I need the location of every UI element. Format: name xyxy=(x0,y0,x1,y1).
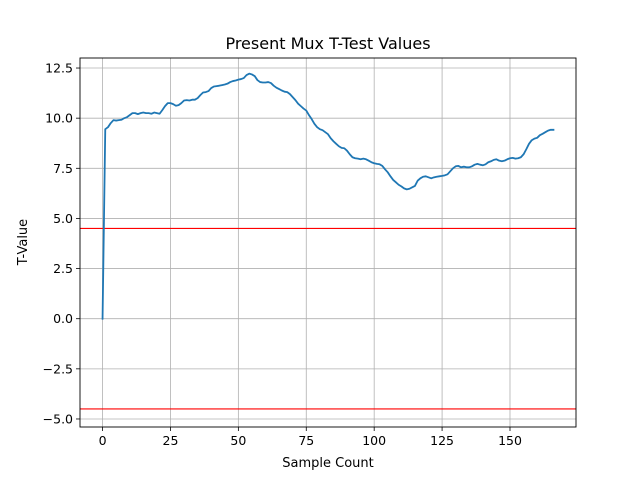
x-tick-label: 150 xyxy=(498,433,522,448)
series-lines xyxy=(101,72,555,320)
x-tick-label: 75 xyxy=(298,433,314,448)
x-tick-label: 0 xyxy=(99,433,107,448)
y-tick-label: −2.5 xyxy=(43,361,73,376)
y-tick-label: 10.0 xyxy=(45,111,73,126)
y-axis-ticks: −5.0 −2.5 0.0 2.5 5.0 7.5 10.0 12.5 xyxy=(43,61,80,426)
chart-title: Present Mux T-Test Values xyxy=(225,34,430,53)
y-tick-label: 0.0 xyxy=(53,311,73,326)
y-tick-label: 7.5 xyxy=(53,161,73,176)
y-tick-label: −5.0 xyxy=(43,411,73,426)
t-value-series-line xyxy=(101,72,555,320)
y-tick-label: 5.0 xyxy=(53,211,73,226)
y-tick-label: 12.5 xyxy=(45,61,73,76)
plot-area-background xyxy=(80,58,576,427)
threshold-lines xyxy=(80,227,576,410)
x-tick-label: 25 xyxy=(163,433,179,448)
x-axis-label: Sample Count xyxy=(282,456,373,471)
x-tick-label: 125 xyxy=(430,433,454,448)
x-axis-ticks: 0 25 50 75 100 125 150 xyxy=(99,427,522,448)
x-tick-label: 100 xyxy=(362,433,386,448)
plot-area-frame xyxy=(79,57,577,428)
x-tick-label: 50 xyxy=(230,433,246,448)
grid-lines xyxy=(80,58,576,427)
y-tick-label: 2.5 xyxy=(53,261,73,276)
y-axis-label: T-Value xyxy=(16,219,31,266)
